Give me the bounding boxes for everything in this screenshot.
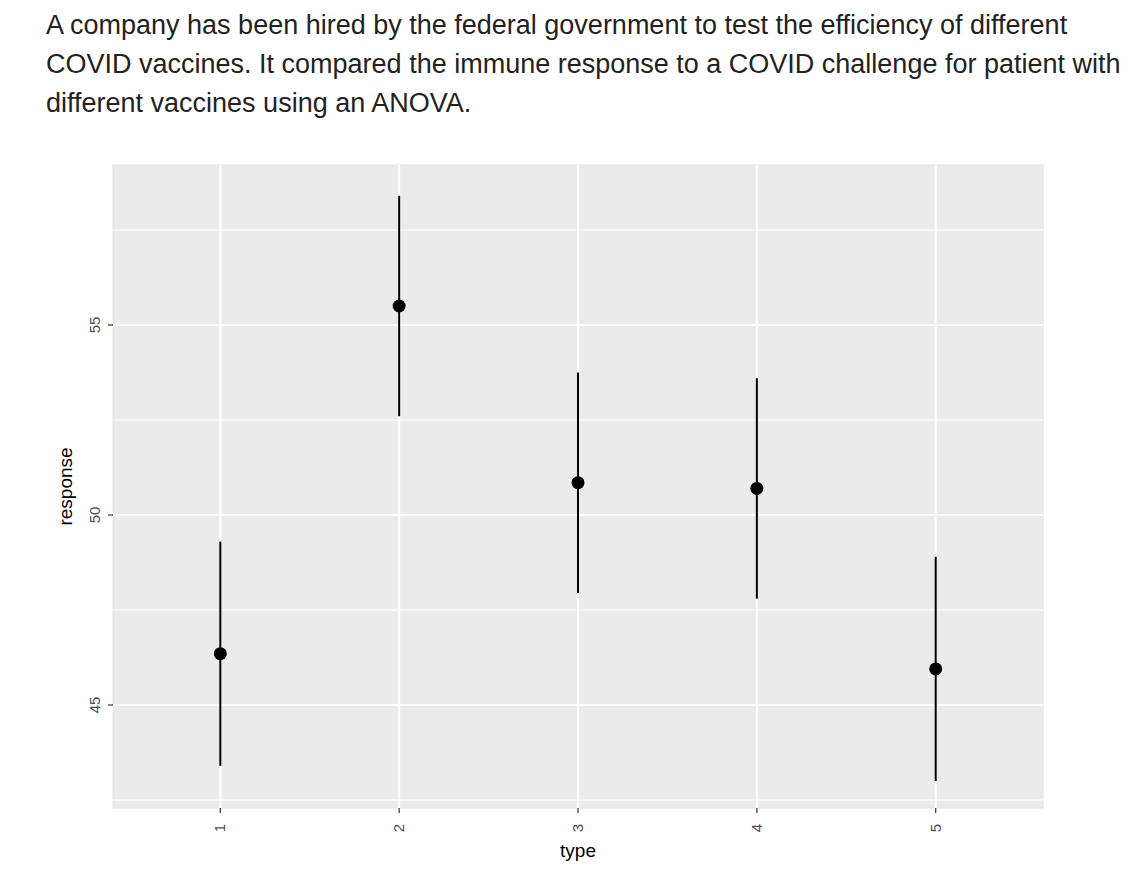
- tick: [108, 324, 113, 325]
- grid-line-x: [398, 165, 400, 808]
- chart: 45505512345typeresponse: [0, 0, 1144, 894]
- point: [572, 476, 585, 489]
- y-axis-label: response: [55, 447, 76, 525]
- tick-x: [399, 808, 400, 813]
- tick-x: [220, 808, 221, 813]
- grid-line-x: [219, 165, 221, 808]
- point: [393, 299, 406, 312]
- tick-x: [577, 808, 578, 813]
- x-axis-label: type: [560, 840, 596, 861]
- grid-line-x: [935, 165, 937, 808]
- tick-label-x: 1: [211, 824, 228, 832]
- tick-x: [935, 808, 936, 813]
- tick-x: [756, 808, 757, 813]
- point: [750, 482, 763, 495]
- tick-label-x: 5: [927, 824, 944, 832]
- tick-label-x: 4: [748, 824, 765, 832]
- tick-label: 45: [86, 697, 103, 714]
- tick-label: 55: [86, 317, 103, 334]
- tick-label-x: 2: [390, 824, 407, 832]
- tick-label-x: 3: [569, 824, 586, 832]
- title: A company has been hired by the federal …: [46, 6, 1121, 123]
- tick-label: 50: [86, 507, 103, 524]
- point: [214, 647, 227, 660]
- plot-marks: [214, 196, 942, 781]
- tick: [108, 514, 113, 515]
- point: [929, 662, 942, 675]
- tick: [108, 704, 113, 705]
- panel: [113, 165, 1043, 808]
